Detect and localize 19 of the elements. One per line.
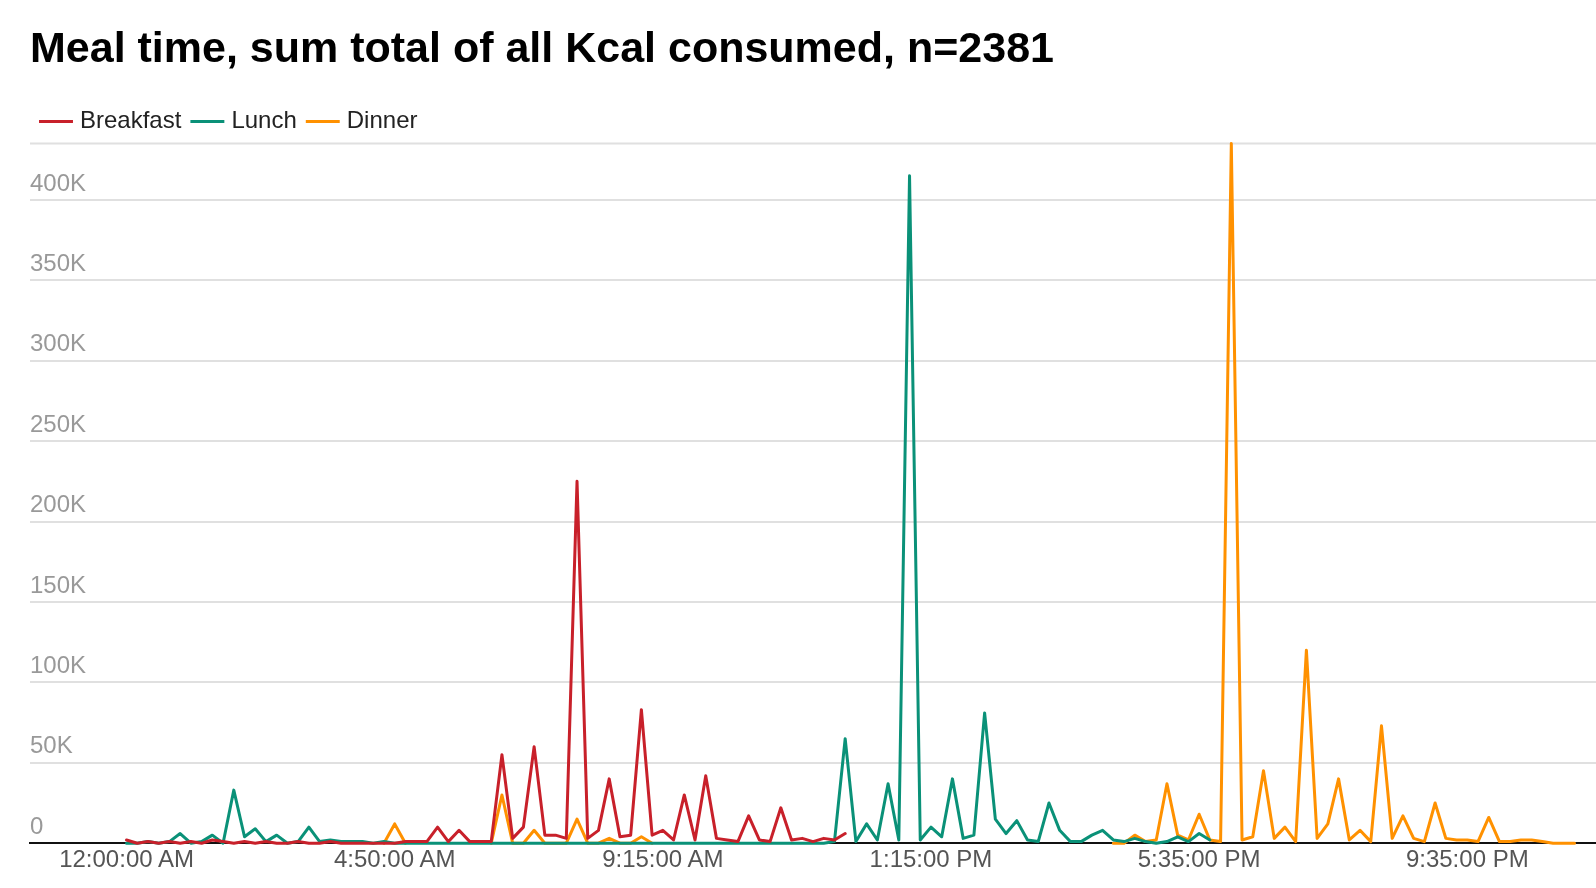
legend-label: Lunch — [231, 106, 297, 134]
x-tick-label: 5:35:00 PM — [1137, 845, 1261, 873]
x-tick-label: 9:35:00 PM — [1405, 845, 1529, 873]
y-tick-label: 300K — [30, 329, 87, 357]
x-tick-label: 1:15:00 PM — [869, 845, 993, 873]
x-tick-label: 12:00:00 AM — [59, 845, 194, 873]
y-tick-label: 50K — [30, 731, 73, 759]
y-tick-label: 0 — [30, 811, 44, 839]
y-tick-label: 350K — [30, 248, 87, 276]
y-tick-label: 250K — [30, 409, 87, 437]
y-tick-label: 150K — [30, 570, 87, 598]
y-tick-label: 100K — [30, 651, 87, 678]
legend-label: Dinner — [346, 106, 418, 134]
x-tick-label: 9:15:00 AM — [602, 845, 724, 873]
y-tick-label: 200K — [30, 490, 87, 518]
x-tick-label: 4:50:00 AM — [333, 845, 456, 873]
chart-title: Meal time, sum total of all Kcal consumed, n=2381 — [30, 22, 1054, 71]
legend-label: Breakfast — [80, 106, 182, 134]
y-tick-label: 400K — [30, 168, 87, 196]
